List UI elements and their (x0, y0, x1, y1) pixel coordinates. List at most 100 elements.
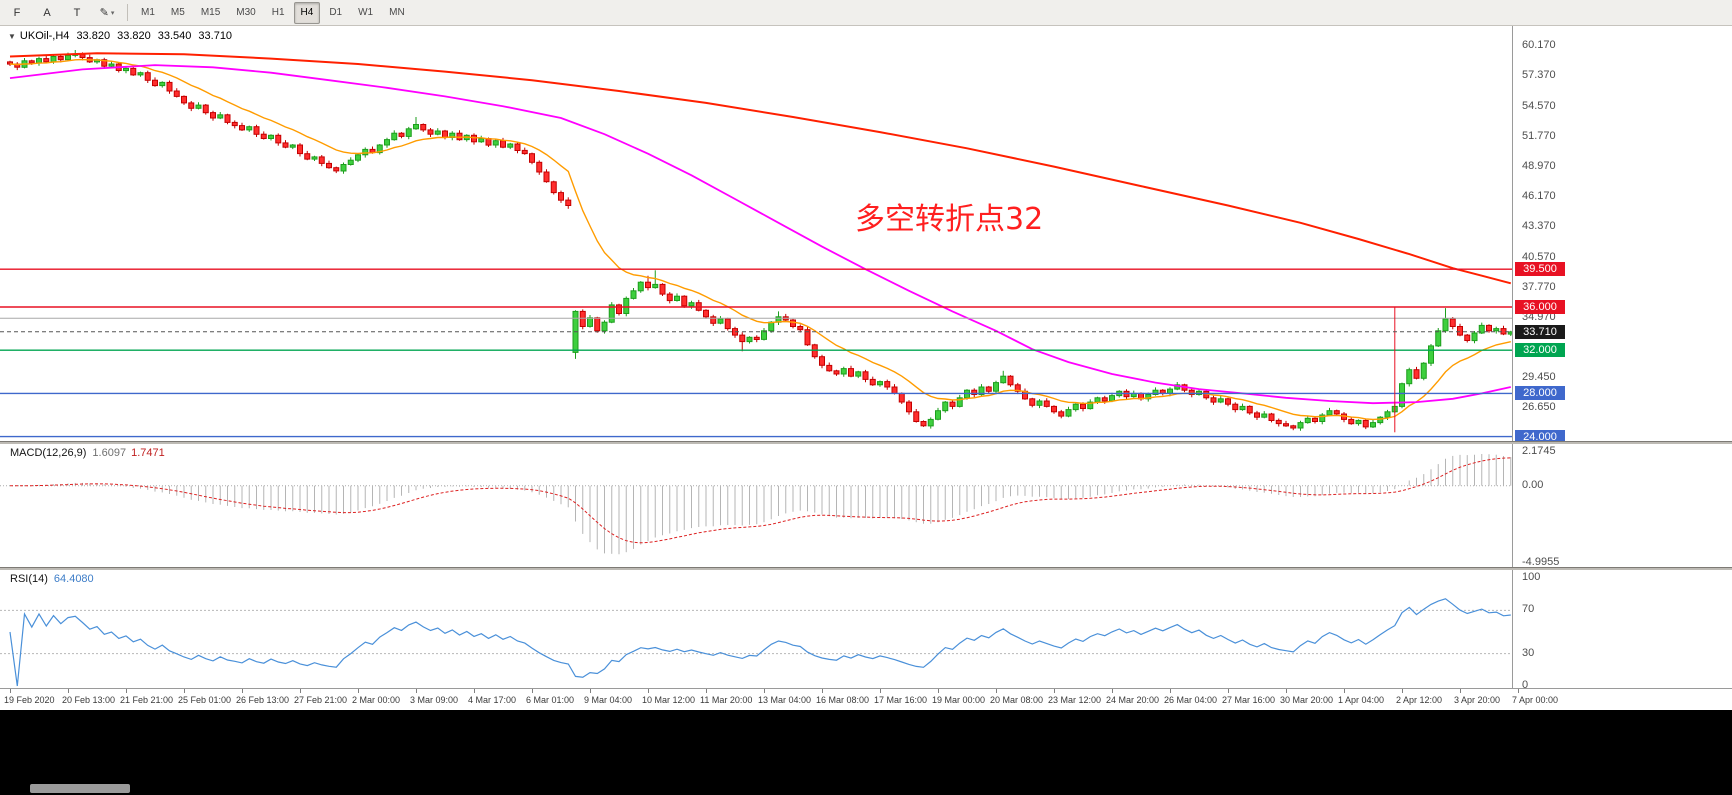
time-axis-label: 9 Mar 04:00 (584, 695, 633, 705)
macd-chart[interactable] (0, 444, 1512, 567)
time-tick (648, 689, 649, 693)
time-tick (706, 689, 707, 693)
macd-histogram (16, 454, 1512, 555)
rsi-value: 64.4080 (53, 573, 94, 585)
time-axis-label: 7 Apr 00:00 (1512, 695, 1559, 705)
rsi-axis-label: 100 (1522, 571, 1541, 583)
ohlc-close: 33.710 (198, 30, 233, 42)
time-axis-label: 23 Mar 12:00 (1048, 695, 1102, 705)
macd-axis-label: -4.9955 (1522, 556, 1560, 568)
candlestick-chart[interactable] (0, 26, 1512, 441)
price-axis-label: 60.170 (1522, 39, 1556, 51)
time-tick (1228, 689, 1229, 693)
price-axis-label: 34.970 (1522, 311, 1556, 324)
price-axis-label: 57.370 (1522, 69, 1556, 82)
macd-header: MACD(12,26,9) 1.6097 1.7471 (10, 447, 165, 459)
timeframe-M5[interactable]: M5 (170, 7, 185, 18)
rsi-chart[interactable] (0, 570, 1512, 688)
macd-signal-line (10, 457, 1511, 544)
time-axis-label: 26 Feb 13:00 (236, 695, 290, 705)
time-tick (590, 689, 591, 693)
time-axis-label: 17 Mar 16:00 (874, 695, 928, 705)
timeframe-M15[interactable]: M15 (200, 7, 221, 18)
time-tick (68, 689, 69, 693)
panel-splitter-macd[interactable] (0, 441, 1732, 444)
time-axis-label: 10 Mar 12:00 (642, 695, 696, 705)
timeframes-group: M1 M5 M15 M30 H1 H4 D1 W1 MN (134, 1, 412, 24)
ma-line-slow (9, 52, 1512, 285)
time-axis-label: 13 Mar 04:00 (758, 695, 812, 705)
time-tick (822, 689, 823, 693)
macd-signal-value: 1.7471 (131, 447, 165, 459)
chart-expand-icon[interactable]: ▼ (8, 32, 16, 41)
time-tick (996, 689, 997, 693)
time-tick (1112, 689, 1113, 693)
time-tick (938, 689, 939, 693)
time-tick (1460, 689, 1461, 693)
dock-tab-f-button[interactable]: F (13, 6, 21, 19)
symbol-name: UKOil-,H4 (19, 30, 70, 42)
time-axis-label: 3 Mar 09:00 (410, 695, 459, 705)
dropdown-caret-icon: ▾ (110, 9, 115, 17)
candles (7, 50, 1512, 431)
rsi-axis-label: 30 (1522, 646, 1535, 659)
rsi-panel[interactable] (0, 570, 1512, 688)
time-axis-label: 27 Feb 21:00 (294, 695, 348, 705)
time-axis[interactable]: 19 Feb 2020 20 Feb 13:00 21 Feb 21:00 25 Fe… (0, 688, 1732, 710)
price-chart-panel[interactable] (0, 26, 1512, 441)
timeframe-H4[interactable]: H4 (293, 1, 321, 24)
objects-menu-button[interactable]: ✎ ▾ (99, 7, 115, 19)
time-axis-label: 3 Apr 20:00 (1454, 695, 1501, 705)
text-tool-button[interactable]: A (43, 6, 51, 19)
price-axis-label: 48.970 (1522, 160, 1556, 172)
price-badge-28.000: 28.000 (1515, 386, 1565, 401)
price-badge-36.000: 36.000 (1515, 300, 1565, 314)
price-badge-39.500: 39.500 (1515, 262, 1565, 277)
time-tick (10, 689, 11, 693)
price-axis-label: 26.650 (1522, 401, 1556, 413)
timeframe-M30[interactable]: M30 (236, 7, 256, 18)
time-tick (1170, 689, 1171, 693)
ohlc-high: 33.820 (117, 30, 151, 42)
bottom-black-area (0, 710, 1732, 795)
time-axis-label: 2 Mar 00:00 (352, 695, 401, 705)
time-tick (1518, 689, 1519, 693)
time-axis-label: 20 Feb 13:00 (62, 695, 116, 705)
rsi-axis-label: 0 (1522, 679, 1529, 691)
time-axis-label: 30 Mar 20:00 (1280, 695, 1334, 705)
time-tick (1286, 689, 1287, 693)
price-axis-label: 37.770 (1522, 280, 1556, 293)
ma-line-fast (9, 58, 1511, 421)
rsi-line (9, 598, 1511, 687)
price-axis-label: 29.450 (1522, 370, 1556, 383)
rsi-title: RSI(14) (10, 573, 48, 585)
time-axis-label: 2 Apr 12:00 (1396, 695, 1443, 705)
macd-title: MACD(12,26,9) (10, 447, 87, 459)
time-axis-label: 26 Mar 04:00 (1164, 695, 1218, 705)
price-axis-label: 46.170 (1522, 190, 1556, 203)
label-tool-button[interactable]: T (73, 6, 81, 19)
time-axis-label: 27 Mar 16:00 (1222, 695, 1276, 705)
price-axis[interactable]: 60.170 57.370 54.570 51.770 48.970 46.170 43.3… (1512, 26, 1732, 691)
timeframe-W1[interactable]: W1 (358, 7, 374, 18)
time-axis-label: 25 Feb 01:00 (178, 695, 232, 705)
timeframe-H1[interactable]: H1 (271, 7, 285, 18)
ohlc-open: 33.820 (76, 30, 111, 42)
time-tick (532, 689, 533, 693)
panel-splitter-rsi[interactable] (0, 567, 1732, 570)
time-tick (416, 689, 417, 693)
ma-line-mid (9, 64, 1511, 405)
timeframe-MN[interactable]: MN (389, 7, 405, 18)
timeframe-D1[interactable]: D1 (329, 7, 343, 18)
chart-annotation-text[interactable]: 多空转折点32 (855, 202, 1044, 237)
time-tick (126, 689, 127, 693)
macd-main-value: 1.6097 (92, 447, 127, 459)
timeframe-M1[interactable]: M1 (141, 7, 155, 18)
time-axis-label: 11 Mar 20:00 (700, 695, 753, 705)
time-axis-label: 20 Mar 08:00 (990, 695, 1044, 705)
time-tick (1054, 689, 1055, 693)
time-axis-label: 24 Mar 20:00 (1106, 695, 1160, 705)
macd-panel[interactable] (0, 444, 1512, 567)
macd-axis-label: 0.00 (1522, 478, 1544, 491)
